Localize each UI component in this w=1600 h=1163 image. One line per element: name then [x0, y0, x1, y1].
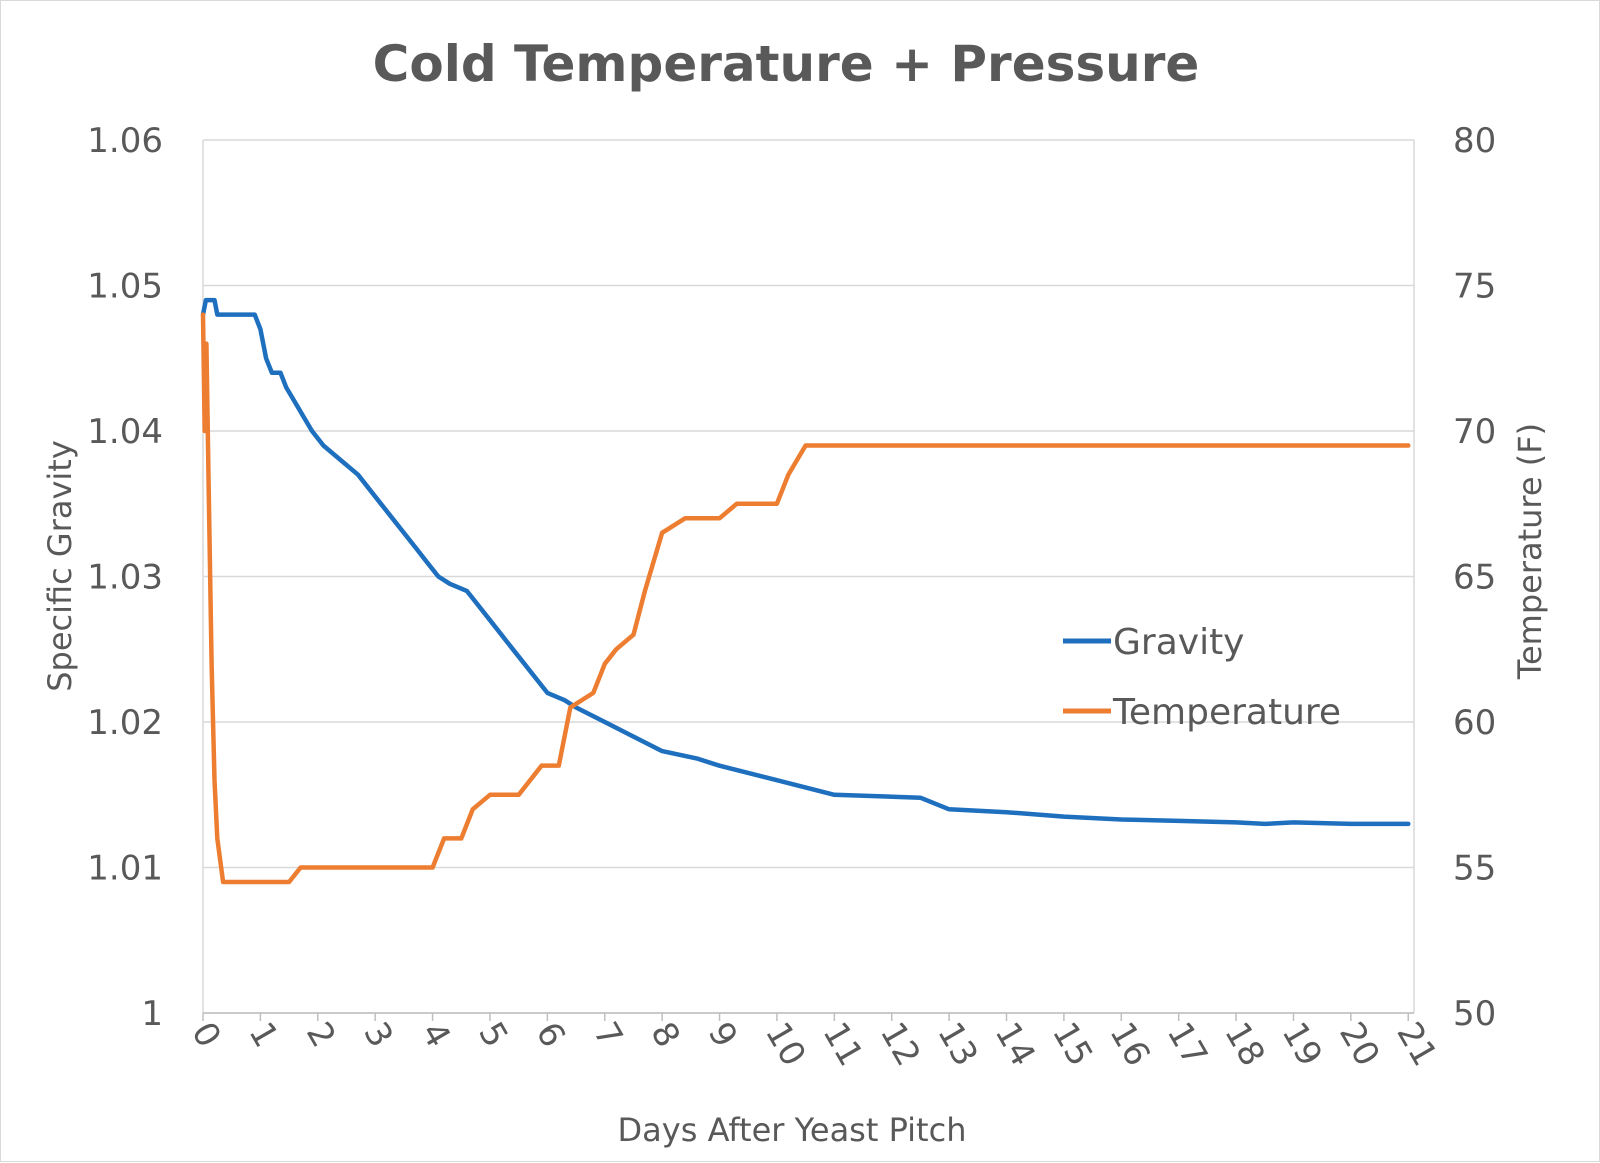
x-tick-label: 13 [929, 1016, 985, 1073]
x-tick-label: 20 [1331, 1016, 1387, 1073]
y2-tick-label: 70 [1453, 412, 1496, 452]
x-tick-label: 18 [1216, 1016, 1272, 1073]
y2-tick-label: 80 [1453, 121, 1496, 161]
y-tick-label: 1.01 [87, 849, 163, 889]
x-tick-label: 15 [1044, 1016, 1100, 1073]
x-tick-label: 8 [642, 1016, 687, 1055]
y2-tick-label: 60 [1453, 703, 1496, 743]
y-tick-label: 1.03 [87, 558, 163, 598]
y-tick-label: 1.04 [87, 412, 163, 452]
x-tick-label: 10 [757, 1016, 813, 1073]
x-tick-label: 16 [1101, 1016, 1157, 1073]
x-tick-label: 21 [1388, 1016, 1444, 1073]
legend-label-gravity: Gravity [1113, 622, 1244, 663]
y-tick-label: 1 [141, 994, 163, 1034]
x-tick-label: 14 [987, 1016, 1043, 1073]
x-tick-label: 12 [872, 1016, 928, 1073]
y2-tick-label: 65 [1453, 558, 1496, 598]
x-tick-label: 3 [355, 1016, 400, 1055]
y2-tick-label: 75 [1453, 267, 1496, 307]
x-tick-label: 17 [1159, 1016, 1215, 1073]
y-tick-label: 1.05 [87, 267, 163, 307]
x-tick-label: 0 [183, 1016, 228, 1055]
series-line-temperature [200, 312, 1411, 885]
x-tick-label: 11 [815, 1016, 871, 1073]
axis-layer: 1 501.01 551.02 601.03 651.04 701.05 751.06 800… [87, 121, 1496, 1073]
y-axis-title: Specific Gravity [41, 440, 79, 692]
legend: Gravity Temperature [1063, 622, 1341, 733]
x-tick-label: 1 [241, 1016, 286, 1055]
series-line-gravity [200, 297, 1411, 827]
y2-tick-label: 50 [1453, 994, 1496, 1034]
grid-layer [203, 139, 1414, 1014]
chart-title: Cold Temperature + Pressure [373, 35, 1200, 93]
y2-tick-label: 55 [1453, 849, 1496, 889]
x-tick-label: 6 [528, 1016, 573, 1055]
x-tick-label: 2 [298, 1016, 343, 1055]
y-tick-label: 1.02 [87, 703, 163, 743]
x-tick-label: 4 [413, 1016, 458, 1055]
legend-label-temperature: Temperature [1112, 692, 1341, 733]
x-axis-title: Days After Yeast Pitch [618, 1111, 967, 1149]
x-tick-label: 9 [700, 1016, 745, 1055]
x-tick-label: 7 [585, 1016, 630, 1055]
x-tick-label: 5 [470, 1016, 515, 1055]
series-layer [200, 297, 1411, 885]
x-tick-label: 19 [1274, 1016, 1330, 1073]
y2-axis-title: Temperature (F) [1511, 423, 1549, 680]
y-tick-label: 1.06 [87, 121, 163, 161]
